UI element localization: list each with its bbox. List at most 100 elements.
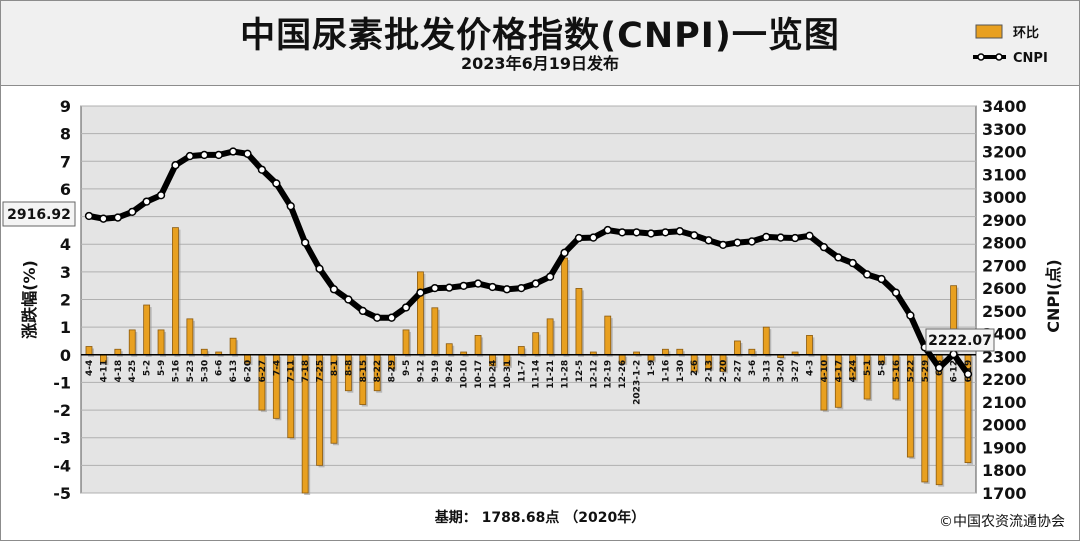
cnpi-point [142, 197, 151, 206]
x-tick-label: 6-12 [950, 360, 960, 383]
callout-end-value: 2222.07 [928, 333, 992, 349]
x-tick-label: 5-9 [157, 360, 167, 376]
cnpi-point [171, 161, 180, 170]
cnpi-point [632, 228, 641, 237]
x-tick-label: 9-26 [445, 360, 455, 383]
cnpi-point [401, 303, 411, 312]
bar [128, 329, 136, 356]
chart-title: 中国尿素批发价格指数(CNPI)一览图 [240, 16, 840, 56]
x-tick-label: 8-8 [344, 360, 354, 376]
right-axis: 3400 3300 3200 3100 3000 2900 2800 2700 2600 2500… [982, 97, 1027, 503]
bar [575, 288, 583, 356]
right-tick-label: 1900 [982, 438, 1027, 457]
left-tick-label: -5 [53, 484, 71, 503]
right-tick-label: 3200 [982, 143, 1027, 162]
cnpi-point [387, 313, 396, 322]
cnpi-point [935, 363, 944, 372]
right-tick-label: 2900 [982, 211, 1027, 230]
x-tick-label: 6-27 [258, 360, 268, 383]
cnpi-point [200, 150, 209, 160]
bar [157, 329, 165, 356]
bar [474, 335, 482, 356]
cnpi-point [473, 279, 483, 288]
bar [748, 348, 756, 356]
cnpi-point [445, 283, 454, 292]
left-tick-label: 3 [60, 263, 71, 282]
cnpi-point [344, 295, 353, 304]
x-tick-label: 8-22 [373, 360, 383, 383]
bar [546, 318, 554, 356]
callout-end-box [925, 328, 995, 352]
cnpi-point [315, 264, 324, 273]
base-period-note: 基期： 1788.68点 （2020年） [434, 510, 646, 526]
legend-bar-swatch [975, 24, 1003, 39]
x-tick-label: 10-24 [488, 360, 498, 389]
cnpi-point [99, 214, 108, 223]
cnpi-point [776, 233, 785, 242]
right-tick-label: 2700 [982, 256, 1027, 275]
x-tick-label: 5-23 [186, 360, 196, 383]
cnpi-point [834, 253, 843, 262]
x-tick-label: 1-9 [647, 360, 657, 376]
bar [172, 227, 179, 356]
x-tick-label: 1-30 [676, 360, 686, 383]
cnpi-point [661, 228, 670, 237]
cnpi-point [545, 272, 555, 281]
x-tick-label: 2-13 [705, 360, 715, 383]
cnpi-point [704, 236, 713, 245]
cnpi-point [646, 229, 656, 238]
cnpi-point [906, 311, 915, 320]
bar [532, 332, 540, 356]
x-tick-label: 11-7 [517, 360, 527, 383]
x-tick-label: 11-21 [546, 360, 556, 389]
x-tick-label: 8-29 [388, 360, 398, 383]
cnpi-line-series [84, 147, 973, 379]
cnpi-point [358, 306, 367, 316]
right-tick-label: 3400 [982, 97, 1027, 116]
right-tick-label: 1700 [982, 484, 1027, 503]
x-tick-label: 5-2 [143, 360, 153, 376]
cnpi-point [329, 285, 339, 294]
cnpi-point [531, 279, 540, 288]
x-tick-label: 12-19 [604, 360, 614, 389]
x-tick-label: 4-11 [99, 360, 109, 383]
right-tick-label: 2600 [982, 279, 1027, 298]
cnpi-point [603, 225, 612, 235]
x-tick-label: 9-12 [416, 360, 426, 383]
x-tick-label: 12-5 [575, 360, 585, 383]
bar [200, 348, 208, 356]
right-tick-label: 3000 [982, 188, 1027, 207]
x-tick-label: 4-24 [849, 360, 859, 383]
cnpi-point [113, 213, 122, 222]
cnpi-point [373, 313, 382, 322]
x-tick-label: 10-10 [460, 360, 470, 389]
x-tick-label: 12-12 [589, 360, 599, 389]
cnpi-point [517, 283, 526, 293]
bar [734, 340, 741, 356]
cnpi-point [877, 274, 886, 284]
right-axis-label: CNPI(点) [1044, 259, 1063, 332]
legend-bar-label: 环比 [1013, 25, 1039, 41]
legend-line-marker [977, 53, 985, 61]
cnpi-point [675, 227, 684, 236]
legend: 环比 CNPI [973, 24, 1048, 66]
left-tick-label: -4 [53, 456, 71, 475]
right-tick-label: 3300 [982, 120, 1027, 139]
cnpi-point [272, 179, 281, 188]
x-tick-label: 4-4 [85, 360, 95, 376]
x-tick-label: 11-14 [532, 360, 542, 389]
copyright-note: ©中国农资流通协会 [939, 514, 1065, 530]
cnpi-point [128, 207, 137, 217]
right-tick-label: 2100 [982, 393, 1027, 412]
callout-start-box [2, 201, 76, 227]
x-tick-label: 9-19 [431, 360, 441, 383]
x-tick-label: 3-27 [791, 360, 801, 383]
cnpi-point [214, 150, 223, 160]
cnpi-point [286, 202, 295, 211]
x-tick-label: 9-5 [402, 360, 412, 376]
bar-series [85, 227, 973, 495]
bar [806, 335, 813, 356]
cnpi-point [819, 242, 829, 252]
cnpi-point [747, 237, 757, 246]
